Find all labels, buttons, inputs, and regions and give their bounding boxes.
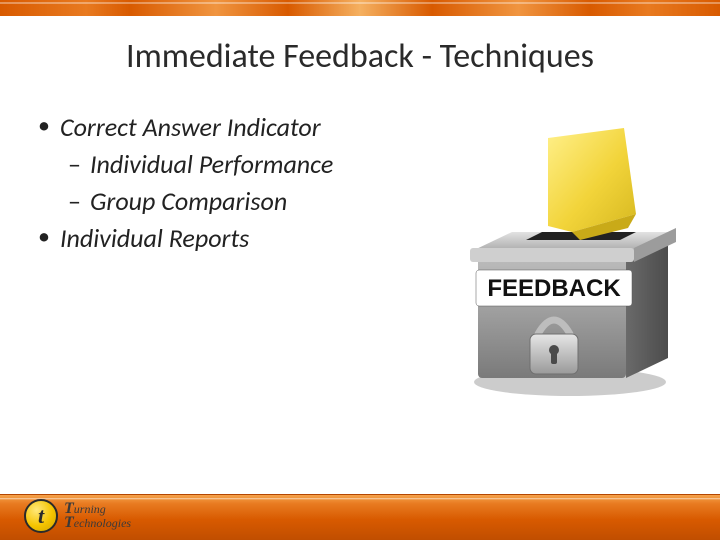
bullet-level2: Individual Performance (68, 147, 408, 182)
logo-letter: t (38, 503, 44, 529)
logo-line2-rest: echnologies (74, 516, 131, 530)
bullet-level2: Group Comparison (68, 184, 408, 219)
feedback-label-text: FEEDBACK (487, 275, 621, 302)
logo-line2-initial: T (64, 514, 74, 531)
bullet-list: Correct Answer Indicator Individual Perf… (38, 110, 408, 258)
logo-mark-icon: t (24, 499, 58, 533)
logo-line1-rest: urning (74, 502, 106, 516)
slide-title: Immediate Feedback - Techniques (0, 36, 720, 77)
top-accent-highlight (0, 2, 720, 4)
feedback-box-illustration: FEEDBACK (430, 120, 700, 400)
brand-logo: t Turning Technologies (24, 498, 184, 534)
bullet-level1: Correct Answer Indicator (38, 110, 408, 145)
bullet-level1: Individual Reports (38, 221, 408, 256)
logo-wordmark: Turning Technologies (64, 502, 131, 531)
